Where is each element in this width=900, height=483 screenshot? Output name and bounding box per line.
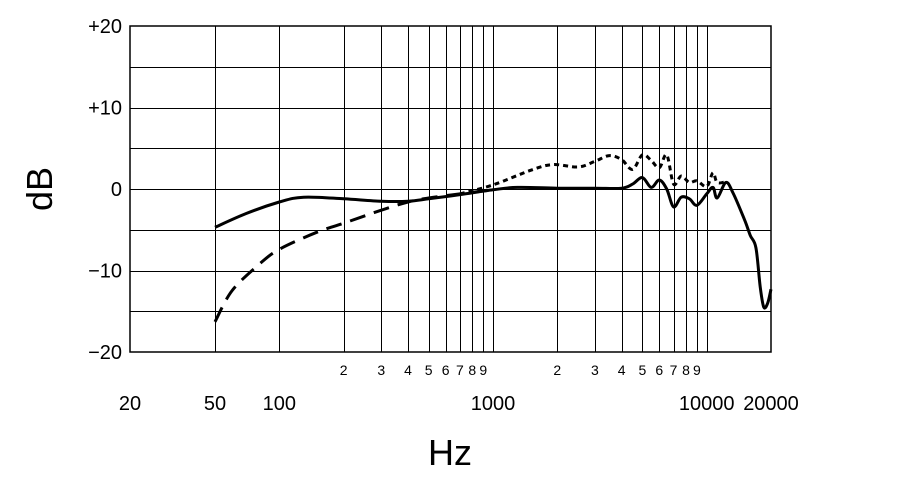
- y-tick-label: +10: [88, 98, 122, 120]
- x-tick-label: 10000: [679, 393, 735, 415]
- x-minor-tick-label: 7: [456, 362, 464, 378]
- series-line-dashed: [213, 188, 494, 323]
- x-tick-labels: 20 50 100 1000 10000 20000: [119, 393, 799, 415]
- plot-frame: [129, 25, 772, 353]
- series-line-solid: [214, 176, 773, 310]
- y-axis-label: dB: [19, 167, 60, 211]
- x-minor-tick-label: 7: [670, 362, 678, 378]
- x-tick-label: 20: [119, 393, 141, 415]
- y-tick-label: −20: [88, 342, 122, 364]
- x-minor-tick-label: 6: [442, 362, 450, 378]
- x-tick-label: 50: [204, 393, 226, 415]
- x-minor-tick-label: 3: [377, 362, 385, 378]
- y-tick-labels: +20 +10 0 −10 −20: [88, 16, 122, 364]
- curves: [213, 153, 773, 323]
- x-minor-tick-label: 4: [618, 362, 626, 378]
- y-tick-label: −10: [88, 261, 122, 283]
- x-minor-tick-label: 3: [591, 362, 599, 378]
- x-minor-tick-label: 4: [404, 362, 412, 378]
- x-minor-tick-label: 9: [479, 362, 487, 378]
- x-minor-tick-label: 2: [553, 362, 561, 378]
- x-axis-label: Hz: [428, 432, 472, 473]
- x-tick-label: 20000: [743, 393, 799, 415]
- x-minor-tick-label: 9: [693, 362, 701, 378]
- y-tick-label: 0: [111, 179, 122, 201]
- x-tick-label: 1000: [471, 393, 516, 415]
- grid: [130, 26, 771, 352]
- x-minor-tick-label: 5: [638, 362, 646, 378]
- y-tick-label: +20: [88, 16, 122, 38]
- x-minor-tick-label: 8: [682, 362, 690, 378]
- x-minor-tick-label: 8: [468, 362, 476, 378]
- x-tick-label: 100: [263, 393, 296, 415]
- x-minor-tick-label: 6: [655, 362, 663, 378]
- series-line-dotted: [459, 153, 727, 196]
- x-minor-tick-label: 5: [425, 362, 433, 378]
- x-minor-tick-label: 2: [340, 362, 348, 378]
